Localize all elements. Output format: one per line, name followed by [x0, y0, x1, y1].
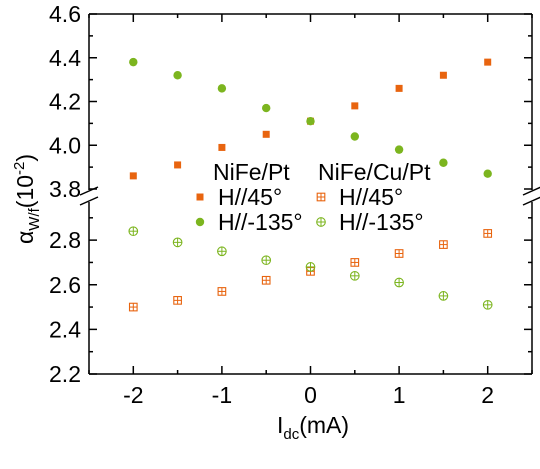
data-point — [173, 296, 182, 305]
data-point — [394, 145, 404, 154]
data-points — [128, 57, 493, 312]
data-point — [217, 84, 227, 93]
series-1 — [129, 57, 492, 178]
data-point — [129, 172, 137, 180]
y-tick-label: 4.0 — [49, 132, 81, 158]
data-point — [262, 103, 271, 113]
legend-entry-label: H//45° — [339, 184, 403, 210]
y-axis-label: αW/f(10-2) — [11, 154, 43, 244]
x-tick-label: -2 — [123, 382, 143, 408]
y-tick-label: 4.6 — [49, 1, 81, 27]
data-point — [482, 299, 493, 310]
tick-labels: -2 -1 0 1 2 3.8 4.0 4.2 4.4 4.6 2.2 2.4 2.6 2.8 — [49, 1, 494, 408]
data-point — [261, 275, 271, 285]
series-3 — [128, 226, 493, 310]
data-point — [262, 130, 270, 138]
y-tick-label: 2.4 — [49, 316, 81, 342]
data-point — [483, 169, 492, 178]
data-point — [350, 258, 360, 267]
data-point — [439, 240, 448, 249]
y-tick-label: 2.8 — [49, 227, 81, 253]
axis-break-mask — [522, 192, 540, 200]
axis-break-mark — [79, 196, 99, 206]
data-point — [316, 192, 326, 202]
legend-group-title: NiFe/Cu/Pt — [318, 159, 431, 185]
axis-break-mask — [79, 192, 99, 200]
axis-break-mark — [522, 196, 540, 206]
data-point — [349, 270, 360, 281]
axis-ticks — [88, 13, 533, 375]
y-tick-label: 2.2 — [49, 361, 81, 387]
x-tick-label: 1 — [393, 382, 406, 408]
data-point — [172, 237, 183, 248]
axis-labels: Idc(mA) αW/f(10-2) — [11, 154, 349, 443]
y-tick-label: 4.4 — [49, 45, 81, 71]
data-point — [350, 132, 359, 141]
legend-group-title: NiFe/Pt — [213, 159, 290, 185]
legend-entry-label: H//-135° — [218, 209, 303, 235]
data-point — [129, 57, 138, 67]
data-point — [316, 217, 326, 227]
y-tick-label: 2.6 — [49, 272, 81, 298]
data-point — [196, 193, 204, 201]
x-tick-label: 0 — [304, 382, 317, 408]
data-point — [217, 287, 227, 296]
y-tick-label: 4.2 — [49, 89, 81, 115]
data-point — [128, 226, 139, 237]
data-point — [484, 58, 492, 66]
series-2 — [128, 229, 493, 312]
x-axis-label: Idc(mA) — [277, 412, 349, 443]
legend: NiFe/PtH//45°H//-135°NiFe/Cu/PtH//45°H//… — [195, 159, 431, 235]
data-point — [218, 143, 226, 151]
data-point — [395, 84, 403, 92]
data-point — [394, 249, 404, 258]
legend-entry-label: H//-135° — [339, 209, 424, 235]
data-point — [128, 302, 138, 312]
x-tick-label: -1 — [212, 382, 232, 408]
data-point — [306, 116, 315, 126]
axis-break-mark — [522, 186, 540, 196]
data-point — [174, 161, 182, 169]
data-point — [261, 255, 272, 266]
data-point — [173, 71, 182, 80]
data-point — [351, 102, 359, 110]
plot-frame — [79, 13, 540, 375]
data-point — [394, 277, 404, 288]
data-point — [195, 217, 205, 227]
data-point — [483, 229, 493, 238]
legend-group-0: NiFe/PtH//45°H//-135° — [195, 159, 303, 235]
legend-group-1: NiFe/Cu/PtH//45°H//-135° — [316, 159, 431, 235]
y-tick-label: 3.8 — [49, 176, 81, 202]
data-point — [439, 71, 447, 79]
x-tick-label: 2 — [481, 382, 494, 408]
data-point — [439, 158, 448, 167]
data-point — [305, 262, 316, 272]
legend-entry-label: H//45° — [218, 184, 282, 210]
data-point — [217, 246, 227, 257]
data-point — [438, 291, 449, 301]
